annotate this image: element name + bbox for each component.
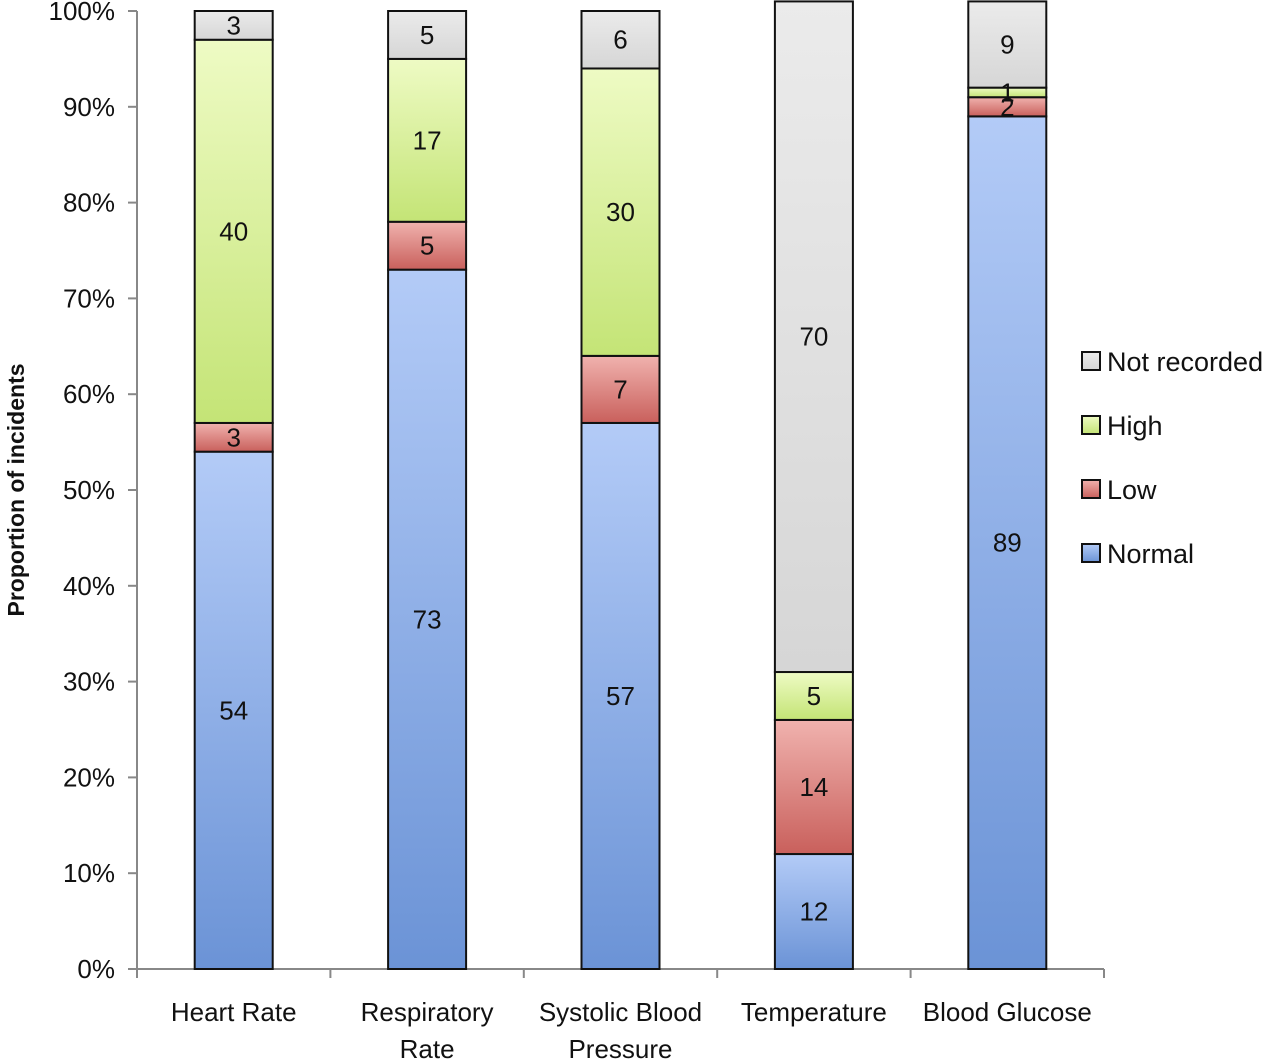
data-label: 54 <box>219 695 248 725</box>
data-label: 12 <box>799 897 828 927</box>
bar-segment-heart-rate-not-recorded <box>193 10 274 41</box>
bar-segment-blood-glucose-not-recorded <box>967 0 1048 89</box>
x-category-label: Temperature <box>741 997 887 1027</box>
data-label: 57 <box>606 681 635 711</box>
data-label: 3 <box>226 422 240 452</box>
bar-segment-systolic-blood-pressure-high <box>580 67 661 357</box>
data-label: 2 <box>1000 92 1014 122</box>
y-tick-label: 30% <box>63 667 115 697</box>
data-label: 5 <box>420 20 434 50</box>
plot-area: 0% 10% 20% 30% 40% 50% 60% 70% 80% 90% 100% 54 3 40 3 H… <box>49 0 1105 1063</box>
data-label: 17 <box>413 125 442 155</box>
y-tick-label: 90% <box>63 92 115 122</box>
legend-swatch-not-recorded <box>1081 351 1101 371</box>
legend-label-high: High <box>1107 411 1163 441</box>
legend: Not recorded High Low Normal <box>1081 347 1263 569</box>
x-category-label: Blood Glucose <box>923 997 1092 1027</box>
y-tick-label: 70% <box>63 283 115 313</box>
data-label: 7 <box>613 374 627 404</box>
data-label: 40 <box>219 216 248 246</box>
data-label: 14 <box>799 772 828 802</box>
legend-label-normal: Normal <box>1107 539 1194 569</box>
data-label: 70 <box>799 322 828 352</box>
y-tick-label: 20% <box>63 762 115 792</box>
bar-segment-respiratory-rate-high <box>387 57 468 223</box>
bar-segment-temperature-low <box>773 718 854 856</box>
data-label: 9 <box>1000 30 1014 60</box>
y-tick-label: 10% <box>63 858 115 888</box>
data-label: 5 <box>420 231 434 261</box>
bar-segment-blood-glucose-normal <box>967 115 1048 970</box>
y-tick-label: 60% <box>63 379 115 409</box>
bar-segment-heart-rate-high <box>193 38 274 424</box>
bar-segment-heart-rate-low <box>193 421 274 453</box>
x-category-label: Rate <box>400 1034 455 1063</box>
data-label: 1 <box>1000 77 1014 107</box>
legend-label-low: Low <box>1107 475 1157 505</box>
x-category-label: Pressure <box>568 1034 672 1063</box>
y-tick-label: 0% <box>77 954 115 984</box>
bar-segment-temperature-normal <box>773 853 854 970</box>
y-tick-label: 50% <box>63 475 115 505</box>
x-category-label: Heart Rate <box>171 997 297 1027</box>
legend-swatch-high <box>1081 415 1101 435</box>
bar-segment-respiratory-rate-normal <box>387 268 468 971</box>
bar-segment-systolic-blood-pressure-low <box>580 354 661 424</box>
y-axis-title: Proportion of incidents <box>3 364 29 617</box>
legend-swatch-normal <box>1081 543 1101 563</box>
y-tick-label: 40% <box>63 571 115 601</box>
data-label: 3 <box>226 10 240 40</box>
data-label: 5 <box>807 681 821 711</box>
data-label: 6 <box>613 25 627 55</box>
data-label: 73 <box>413 604 442 634</box>
legend-swatch-low <box>1081 479 1101 499</box>
data-label: 89 <box>993 528 1022 558</box>
bar-segment-systolic-blood-pressure-normal <box>580 421 661 970</box>
legend-label-not-recorded: Not recorded <box>1107 347 1263 377</box>
bar-segment-temperature-not-recorded <box>773 0 854 674</box>
data-label: 30 <box>606 197 635 227</box>
bar-segment-systolic-blood-pressure-not-recorded <box>580 10 661 70</box>
x-category-label: Respiratory <box>361 997 494 1027</box>
y-tick-label: 100% <box>49 0 116 26</box>
bar-segment-respiratory-rate-not-recorded <box>387 10 468 60</box>
y-tick-label: 80% <box>63 188 115 218</box>
x-category-label: Systolic Blood <box>539 997 702 1027</box>
